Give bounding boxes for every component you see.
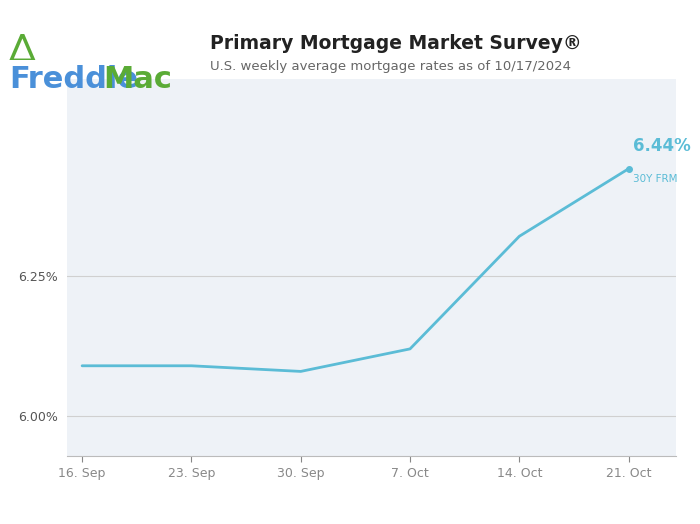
- Text: U.S. weekly average mortgage rates as of 10/17/2024: U.S. weekly average mortgage rates as of…: [210, 60, 571, 73]
- Text: 30Y FRM: 30Y FRM: [634, 174, 678, 184]
- Text: Primary Mortgage Market Survey®: Primary Mortgage Market Survey®: [210, 34, 582, 53]
- Text: 6.44%: 6.44%: [634, 137, 691, 155]
- Text: Freddie: Freddie: [9, 66, 138, 94]
- Text: Mac: Mac: [104, 66, 172, 94]
